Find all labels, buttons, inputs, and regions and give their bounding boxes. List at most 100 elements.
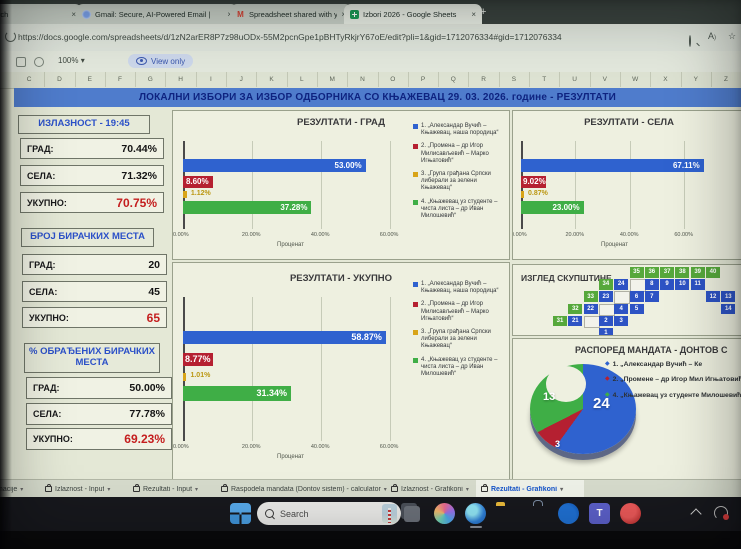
column-header[interactable]: Z <box>711 72 741 87</box>
red-app-icon[interactable] <box>620 503 641 524</box>
stat-value: 50.00% <box>129 382 165 394</box>
column-header[interactable]: Q <box>438 72 470 87</box>
column-header[interactable]: W <box>620 72 652 87</box>
sheet-tab-menu-icon[interactable]: ▾ <box>20 486 24 493</box>
read-aloud-icon[interactable]: A) <box>708 31 717 41</box>
sheet-tab-menu-icon[interactable]: ▾ <box>195 486 199 493</box>
assembly-seat <box>629 279 646 292</box>
column-header[interactable]: F <box>105 72 137 87</box>
stat-row-turnout: УКУПНО: 70.75% <box>20 192 164 213</box>
result-bar <box>183 191 187 198</box>
legend-item: 2. „Промена – др Игор Милисављевић – Мар… <box>413 301 505 323</box>
sheet-tab-menu-icon[interactable]: ▾ <box>107 486 111 493</box>
column-header[interactable]: M <box>317 72 349 87</box>
sheet-tab[interactable]: Rezultati - Input ▾ <box>128 480 222 498</box>
assembly-seat: 12 <box>706 291 720 302</box>
tab-close-icon[interactable]: × <box>71 9 76 19</box>
view-only-badge[interactable]: View only <box>128 54 194 68</box>
column-header[interactable]: T <box>529 72 561 87</box>
column-header[interactable]: U <box>559 72 591 87</box>
column-header[interactable]: X <box>650 72 682 87</box>
sheet-tab-menu-icon[interactable]: ▾ <box>560 486 564 493</box>
column-header[interactable]: C <box>14 72 46 87</box>
sheet-tab-menu-icon[interactable]: ▾ <box>383 486 387 493</box>
start-button-icon[interactable] <box>230 503 251 524</box>
column-header[interactable]: N <box>347 72 379 87</box>
sheet-tab-label: Izlaznost - Grafikoni <box>401 485 463 493</box>
tray-sync-icon[interactable] <box>714 506 728 520</box>
browser-tab-title: - Search <box>0 9 9 19</box>
favorite-star-icon[interactable]: ☆ <box>728 31 737 41</box>
lock-icon <box>45 484 52 492</box>
stat-row-turnout: ГРАД: 70.44% <box>20 138 164 159</box>
help-icon[interactable] <box>34 57 44 67</box>
chart-gridline <box>389 141 391 229</box>
reload-icon[interactable] <box>5 31 16 42</box>
stat-value: 71.32% <box>121 169 157 182</box>
browser-tab[interactable]: Izbori 2026 - Google Sheets × <box>344 4 482 24</box>
assembly-seat: 2 <box>598 315 613 327</box>
browser-address-bar[interactable]: https://docs.google.com/spreadsheets/d/1… <box>0 24 741 51</box>
column-header[interactable]: V <box>590 72 621 87</box>
column-header[interactable]: E <box>75 72 106 87</box>
column-header[interactable]: J <box>226 72 258 87</box>
chart-ukupno-panel[interactable]: РЕЗУЛТАТИ - УКУПНО 0.00% 20.00% 40.00% 60.0… <box>172 262 510 480</box>
column-header[interactable]: D <box>44 72 76 87</box>
chart-grad-panel[interactable]: РЕЗУЛТАТИ - ГРАД 0.00% 20.00% 40.00% 60.00%… <box>172 110 510 260</box>
sheet-tab[interactable]: Izlaznost - Grafikoni ▾ <box>386 480 482 498</box>
stats-header-turnout: ИЗЛАЗНОСТ - 19:45 <box>18 115 150 134</box>
teams-icon[interactable]: T <box>589 503 610 524</box>
column-header[interactable]: L <box>287 72 318 87</box>
taskbar-search[interactable]: Search <box>257 502 401 525</box>
column-header[interactable]: G <box>135 72 167 87</box>
legend-swatch <box>413 357 418 363</box>
tab-close-icon[interactable]: × <box>471 9 476 19</box>
mandates-legend-label: 2. „Промене – др Игор Мил Игњатовић“ <box>612 376 741 384</box>
bar-value-label: 23.00% <box>552 203 580 212</box>
lock-icon <box>133 484 140 492</box>
column-header[interactable]: P <box>408 72 440 87</box>
mandates-panel[interactable]: РАСПОРЕД МАНДАТА - ДОНТОВ С ◆ 1. „Алексан… <box>512 338 741 480</box>
column-header[interactable]: R <box>469 72 500 87</box>
outlook-icon[interactable] <box>558 503 579 524</box>
search-icon <box>265 509 274 518</box>
browser-tab[interactable]: Gmail: Secure, AI-Powered Email | × <box>76 4 238 24</box>
new-tab-button[interactable]: + <box>480 6 487 18</box>
stat-value: 20 <box>148 258 160 271</box>
legend-swatch <box>413 199 418 205</box>
sheet-tab[interactable]: Raspodela mandata (Dontov sistem) - calc… <box>216 480 392 498</box>
chart-gridline <box>389 297 391 441</box>
menu-icon[interactable] <box>16 57 26 67</box>
tray-expand-icon[interactable] <box>690 508 702 520</box>
bar-value-label: 1.12% <box>190 190 211 197</box>
bar-value-label: 53.00% <box>334 161 362 170</box>
edge-icon[interactable] <box>465 503 486 524</box>
tab-close-icon[interactable]: × <box>341 10 346 19</box>
column-header[interactable]: I <box>196 72 228 87</box>
copilot-icon[interactable] <box>434 503 455 524</box>
sheet-tab-menu-icon[interactable]: ▾ <box>465 486 469 493</box>
result-bar: 67.11% <box>521 159 704 172</box>
sheet-tab[interactable]: Rezultati - Grafikoni ▾ <box>476 480 584 498</box>
chart-sela-panel[interactable]: РЕЗУЛТАТИ - СЕЛА 0.00% 20.00% 40.00% 60.00%… <box>512 110 741 260</box>
browser-tab[interactable]: - Search × <box>0 4 82 24</box>
zoom-select[interactable]: 100% ▾ <box>58 56 85 65</box>
zoom-page-icon[interactable] <box>689 35 691 47</box>
url-text[interactable]: https://docs.google.com/spreadsheets/d/1… <box>18 32 562 42</box>
legend-item: 3. „Група грађана Српски либерали за зел… <box>413 171 505 193</box>
column-header[interactable]: Y <box>681 72 712 87</box>
task-view-icon[interactable] <box>404 506 420 522</box>
stat-value: 70.75% <box>116 195 157 210</box>
bing-daily-image[interactable] <box>382 504 397 523</box>
assembly-seat: 32 <box>568 303 583 315</box>
column-header[interactable]: K <box>256 72 288 87</box>
assembly-seat: 11 <box>690 279 705 290</box>
column-header[interactable]: S <box>499 72 531 87</box>
assembly-panel[interactable]: ИЗГЛЕД СКУПШТИНЕ 35 36 37 38 39 40 34 24 8 9 10 11 3… <box>512 264 741 336</box>
column-header[interactable]: H <box>166 72 197 87</box>
column-header[interactable]: O <box>378 72 409 87</box>
assembly-seat: 37 <box>660 267 675 278</box>
sheet-tab[interactable]: Izlaznost - Input ▾ <box>40 480 134 498</box>
tab-close-icon[interactable]: × <box>227 10 232 19</box>
